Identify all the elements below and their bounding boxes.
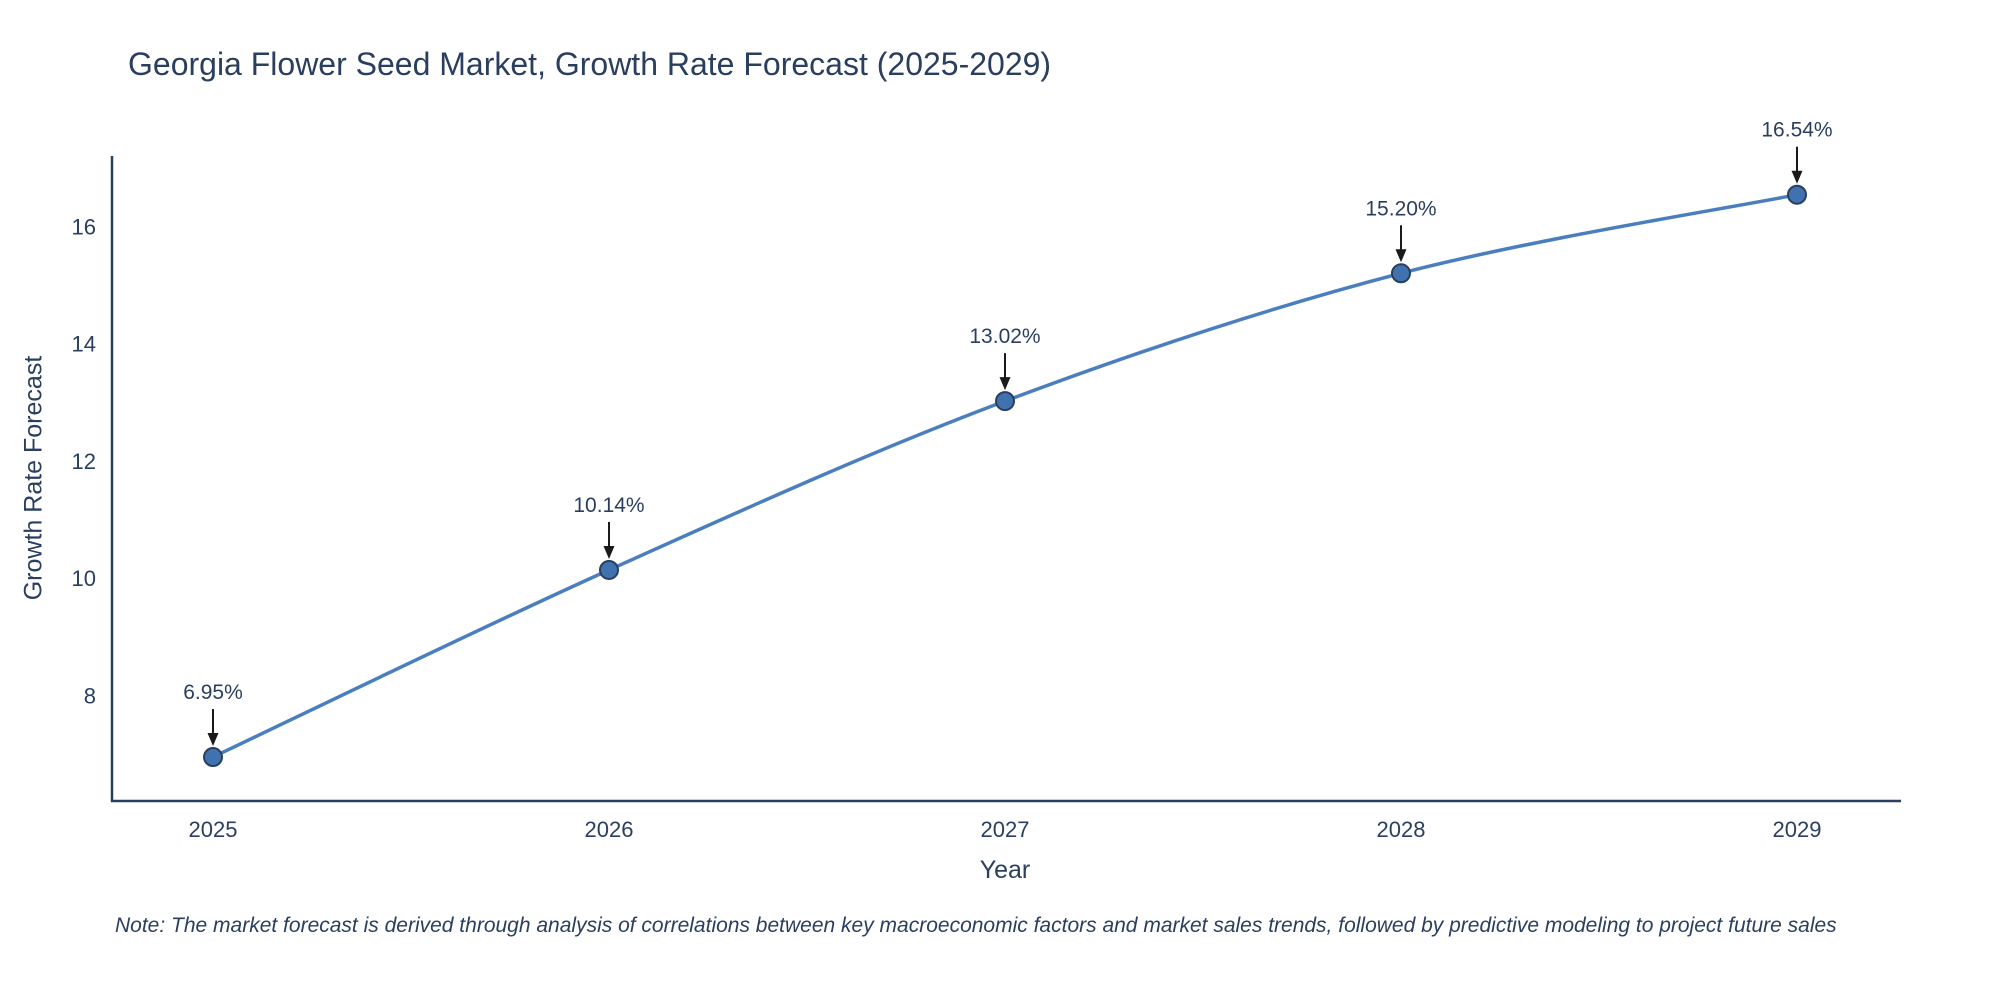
- data-point-marker: [1391, 263, 1411, 284]
- annotation-label: 10.14%: [573, 494, 644, 517]
- annotation-label: 13.02%: [969, 325, 1040, 348]
- data-point-marker: [599, 559, 619, 580]
- annotation-arrowhead: [603, 545, 615, 559]
- data-point-marker: [203, 747, 223, 768]
- annotation-label: 16.54%: [1761, 119, 1832, 142]
- x-tick-label: 2027: [981, 817, 1030, 842]
- annotation-arrowhead: [207, 733, 219, 747]
- annotation-arrowhead: [1395, 249, 1407, 263]
- footnote: Note: The market forecast is derived thr…: [115, 914, 1837, 937]
- annotation-label: 6.95%: [183, 681, 243, 704]
- y-axis-title: Growth Rate Forecast: [19, 355, 48, 601]
- axis-lines: [110, 156, 1901, 803]
- x-tick-label: 2028: [1377, 817, 1426, 842]
- series-line: [211, 192, 1799, 759]
- y-tick-label: 14: [72, 332, 96, 357]
- x-tick-label: 2025: [189, 817, 238, 842]
- y-tick-label: 12: [72, 449, 96, 474]
- annotation-label: 15.20%: [1365, 197, 1436, 220]
- annotation-arrowhead: [1791, 170, 1803, 184]
- data-point-marker: [1787, 184, 1807, 205]
- annotation-arrowhead: [999, 377, 1011, 391]
- x-tick-label: 2029: [1773, 817, 1822, 842]
- chart-title: Georgia Flower Seed Market, Growth Rate …: [128, 46, 1052, 82]
- y-tick-label: 16: [72, 214, 96, 239]
- y-tick-label: 10: [72, 566, 96, 591]
- x-tick-label: 2026: [585, 817, 634, 842]
- y-tick-label: 8: [84, 683, 96, 708]
- data-point-marker: [995, 391, 1015, 412]
- x-axis-title: Year: [979, 856, 1031, 884]
